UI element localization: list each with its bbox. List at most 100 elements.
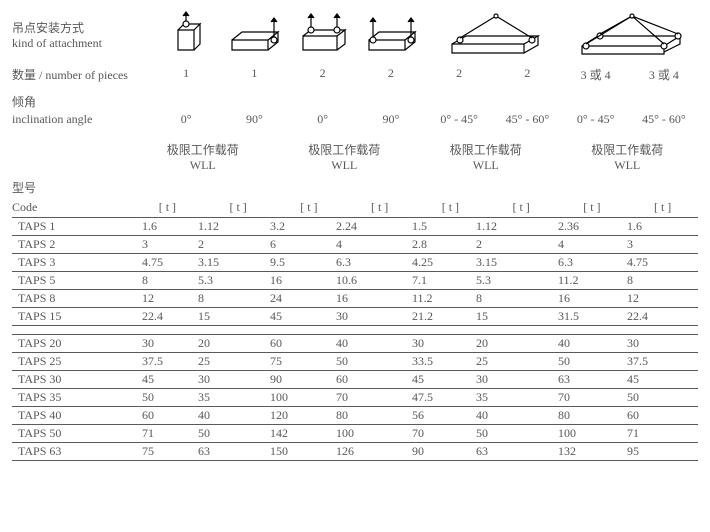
cell: 90 [408, 444, 472, 459]
wll-group: 极限工作载荷 WLL [132, 141, 274, 173]
cell: 45 [138, 372, 194, 387]
cell: 3 [138, 237, 194, 252]
unit: [ t ] [557, 200, 628, 215]
cell: 60 [266, 336, 332, 351]
wll-group: 极限工作载荷 WLL [415, 141, 557, 173]
angle-val: 90° [357, 112, 425, 127]
cell: 30 [408, 336, 472, 351]
cell: 8 [138, 273, 194, 288]
cell: 4 [332, 237, 408, 252]
row-code: TAPS 25 [12, 354, 138, 369]
cell: 31.5 [554, 309, 623, 324]
wll-en: WLL [274, 158, 416, 173]
wll-groups: 极限工作载荷 WLL 极限工作载荷 WLL 极限工作载荷 WLL 极限工作载荷 … [132, 141, 698, 173]
cell: 12 [138, 291, 194, 306]
table-row: TAPS 637563150126906313295 [12, 442, 698, 461]
cell: 16 [332, 291, 408, 306]
table-row: TAPS 585.31610.67.15.311.28 [12, 271, 698, 289]
wll-cn: 极限工作载荷 [415, 141, 557, 158]
cell: 100 [554, 426, 623, 441]
table-row: TAPS 3550351007047.5357050 [12, 388, 698, 406]
diagram-6 [562, 10, 699, 60]
cell: 5.3 [472, 273, 554, 288]
unit: [ t ] [627, 200, 698, 215]
cell: 56 [408, 408, 472, 423]
pieces-val: 1 [152, 66, 220, 83]
pieces-val: 2 [289, 66, 357, 83]
row-values: 7563150126906313295 [138, 444, 698, 459]
cell: 50 [554, 354, 623, 369]
row-code: TAPS 20 [12, 336, 138, 351]
angle-val: 45° - 60° [630, 112, 698, 127]
cell: 30 [472, 372, 554, 387]
cell: 11.2 [554, 273, 623, 288]
angle-val: 45° - 60° [493, 112, 561, 127]
cell: 4.75 [138, 255, 194, 270]
cell: 25 [194, 354, 266, 369]
cell: 50 [138, 390, 194, 405]
pieces-val: 2 [425, 66, 493, 83]
cell: 63 [472, 444, 554, 459]
cell: 16 [266, 273, 332, 288]
angle-val: 0° [152, 112, 220, 127]
row-values: 3020604030204030 [138, 336, 698, 351]
cell: 35 [472, 390, 554, 405]
row-code: TAPS 35 [12, 390, 138, 405]
cell: 16 [554, 291, 623, 306]
unit: [ t ] [203, 200, 274, 215]
diagram-5 [425, 10, 562, 60]
wll-en: WLL [132, 158, 274, 173]
row-values: 37.525755033.5255037.5 [138, 354, 698, 369]
row-values: 4530906045306345 [138, 372, 698, 387]
diagram-2 [220, 10, 288, 60]
cell: 4 [554, 237, 623, 252]
row-code: TAPS 5 [12, 273, 138, 288]
cell: 71 [138, 426, 194, 441]
cell: 80 [554, 408, 623, 423]
cell: 47.5 [408, 390, 472, 405]
cell: 1.6 [623, 219, 685, 234]
cell: 80 [332, 408, 408, 423]
cell: 37.5 [138, 354, 194, 369]
cell: 120 [266, 408, 332, 423]
row-values: 1.61.123.22.241.51.122.361.6 [138, 219, 698, 234]
cell: 2 [194, 237, 266, 252]
cell: 100 [332, 426, 408, 441]
angle-val: 90° [220, 112, 288, 127]
cell: 11.2 [408, 291, 472, 306]
cell: 45 [623, 372, 685, 387]
wll-en: WLL [415, 158, 557, 173]
row-values: 4.753.159.56.34.253.156.34.75 [138, 255, 698, 270]
cell: 70 [408, 426, 472, 441]
cell: 20 [472, 336, 554, 351]
row-values: 85.31610.67.15.311.28 [138, 273, 698, 288]
pieces-val: 2 [357, 66, 425, 83]
table-group-a: TAPS 11.61.123.22.241.51.122.361.6TAPS 2… [12, 217, 698, 326]
row-code: TAPS 1 [12, 219, 138, 234]
cell: 50 [472, 426, 554, 441]
cell: 1.12 [194, 219, 266, 234]
pieces-values: 1 1 2 2 2 2 3 或 4 3 或 4 [152, 66, 698, 83]
row-code: TAPS 63 [12, 444, 138, 459]
cell: 4.25 [408, 255, 472, 270]
wll-cn: 极限工作载荷 [132, 141, 274, 158]
cell: 4.75 [623, 255, 685, 270]
cell: 2.8 [408, 237, 472, 252]
unit: [ t ] [274, 200, 345, 215]
angle-val: 0° - 45° [425, 112, 493, 127]
cell: 3 [623, 237, 685, 252]
cell: 126 [332, 444, 408, 459]
cell: 50 [332, 354, 408, 369]
pieces-label: 数量 / number of pieces [12, 66, 162, 83]
angle-label-en: inclination angle [12, 112, 162, 127]
cell: 1.5 [408, 219, 472, 234]
diagram-3 [289, 10, 357, 60]
cell: 8 [472, 291, 554, 306]
angle-row: 倾角 inclination angle 0° 90° 0° 90° 0° - … [12, 83, 698, 127]
cell: 50 [623, 390, 685, 405]
attachment-label-en: kind of attachment [12, 36, 152, 51]
attachment-row: 吊点安装方式 kind of attachment [12, 10, 698, 60]
row-values: 128241611.281612 [138, 291, 698, 306]
cell: 45 [408, 372, 472, 387]
cell: 22.4 [138, 309, 194, 324]
